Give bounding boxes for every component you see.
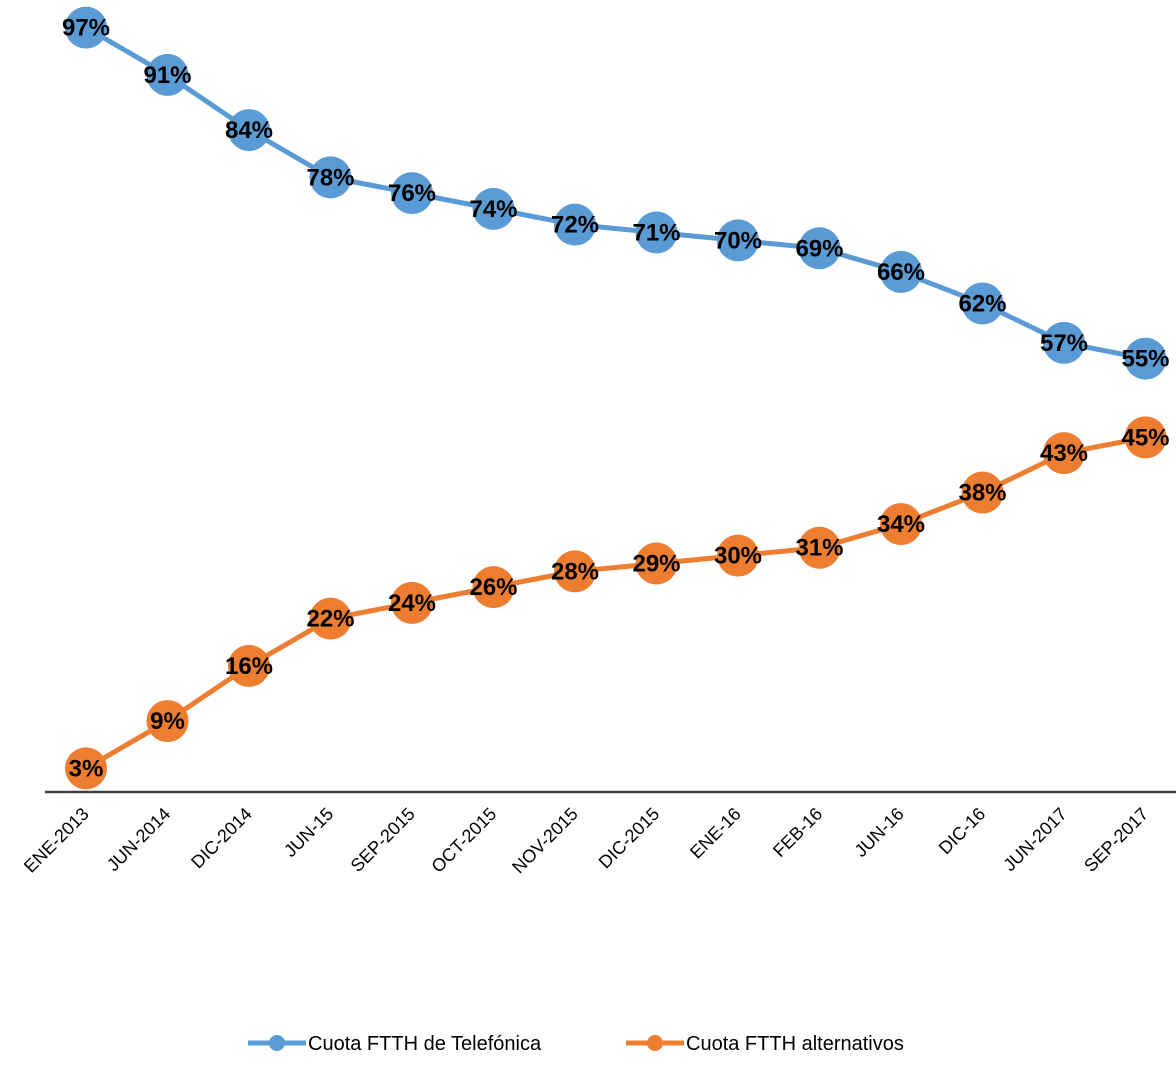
x-tick-label: NOV-2015 (508, 804, 582, 878)
x-tick-label: JUN-2014 (103, 804, 174, 875)
series-1-data-label: 74% (469, 196, 517, 223)
series-layer: 97% 91% 84% 78% 76% 74% 72% 71% 70% 69% 66% 62% 57% 5… (62, 6, 1170, 790)
x-tick-label: DIC-16 (935, 804, 989, 858)
series-2-data-label: 29% (632, 550, 680, 577)
x-tick-label: SEP-2017 (1080, 804, 1152, 876)
series-2-data-label: 28% (551, 558, 599, 585)
series-1-point (961, 282, 1004, 325)
x-tick-label: JUN-2017 (999, 804, 1070, 875)
x-tick-label: ENE-16 (686, 804, 745, 863)
series-2-data-label: 26% (469, 574, 517, 601)
x-tick-label: SEP-2015 (347, 804, 419, 876)
series-2-point (635, 542, 678, 585)
series-1-data-label: 76% (388, 180, 436, 207)
series-1: 97% 91% 84% 78% 76% 74% 72% 71% 70% 69% 66% 62% 57% 5… (62, 6, 1170, 380)
legend-item-2: Cuota FTTH alternativos (626, 1033, 904, 1055)
x-tick-labels: ENE-2013 JUN-2014 DIC-2014 JUN-15 SEP-2015 OC… (20, 804, 1152, 878)
x-tick-label: OCT-2015 (427, 804, 500, 877)
series-2-point (228, 644, 270, 687)
series-2-point (65, 747, 107, 790)
series-1-point (635, 211, 678, 254)
x-tick-label: DIC-2015 (595, 804, 664, 873)
legend-marker-icon (269, 1035, 285, 1051)
series-1-data-label: 78% (306, 164, 354, 191)
series-2-data-label: 31% (795, 535, 843, 562)
series-1-point (554, 203, 596, 246)
legend-label: Cuota FTTH alternativos (686, 1033, 904, 1055)
series-1-point (1124, 337, 1167, 380)
series-1-data-label: 66% (877, 259, 925, 286)
series-1-data-label: 70% (714, 227, 762, 254)
series-1-point (472, 187, 515, 230)
x-tick-label: JUN-16 (851, 804, 908, 861)
series-2-point (717, 534, 759, 577)
series-2-point (391, 581, 433, 624)
series-2-data-label: 24% (388, 590, 436, 617)
series-1-point (717, 219, 759, 262)
series-2-data-label: 16% (225, 653, 273, 680)
series-1-point (880, 250, 922, 293)
legend: Cuota FTTH de Telefónica Cuota FTTH alter… (248, 1033, 904, 1055)
series-2-point (554, 550, 596, 593)
legend-marker-icon (647, 1035, 663, 1051)
legend-label: Cuota FTTH de Telefónica (308, 1033, 542, 1055)
series-2-point (309, 597, 352, 640)
series-1-data-label: 55% (1121, 346, 1169, 373)
series-2-data-label: 22% (306, 606, 354, 633)
x-tick-label: JUN-15 (280, 804, 337, 861)
series-2-point (961, 471, 1004, 514)
series-2-data-label: 9% (150, 708, 185, 735)
series-2-point (880, 503, 922, 546)
series-2-data-label: 45% (1121, 424, 1169, 451)
x-tick-label: ENE-2013 (20, 804, 93, 877)
series-1-data-label: 84% (225, 117, 273, 144)
series-1-point (65, 6, 107, 49)
series-1-data-label: 97% (62, 15, 110, 42)
x-tick-label: FEB-16 (769, 804, 826, 861)
series-1-point (309, 156, 352, 199)
series-1-point (798, 227, 841, 270)
series-2-data-label: 38% (958, 480, 1006, 507)
series-2-data-label: 3% (69, 755, 104, 782)
series-1-data-label: 91% (143, 62, 191, 89)
series-1-data-label: 62% (958, 290, 1006, 317)
x-tick-label: DIC-2014 (187, 804, 256, 873)
series-1-data-label: 72% (551, 212, 599, 239)
series-2: 3% 9% 16% 22% 24% 26% 28% 29% 30% 31% 34% 38% 43% 45% (65, 416, 1170, 790)
series-1-data-label: 69% (795, 235, 843, 262)
series-2-data-label: 30% (714, 543, 762, 570)
series-2-point (146, 700, 189, 743)
series-2-point (472, 566, 515, 609)
series-2-data-label: 43% (1040, 440, 1088, 467)
series-1-point (146, 53, 189, 96)
series-1-point (1043, 321, 1085, 364)
series-1-data-label: 71% (632, 220, 680, 247)
series-1-point (228, 109, 270, 152)
legend-item-1: Cuota FTTH de Telefónica (248, 1033, 542, 1055)
series-1-point (391, 172, 433, 215)
series-1-data-label: 57% (1040, 330, 1088, 357)
series-2-point (1124, 416, 1167, 459)
series-2-point (798, 526, 841, 569)
series-2-data-label: 34% (877, 511, 925, 538)
series-2-point (1043, 432, 1085, 475)
